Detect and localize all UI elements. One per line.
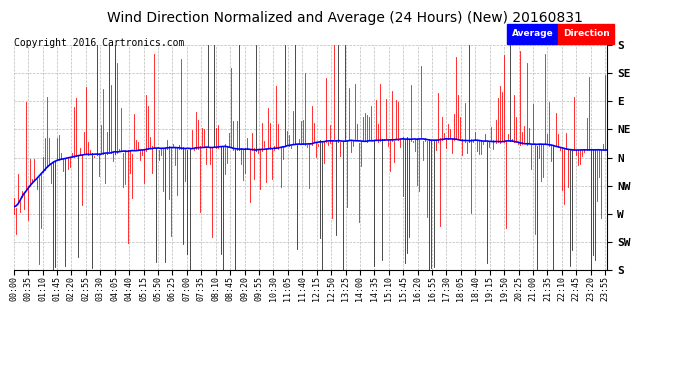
Text: Average: Average: [512, 30, 553, 39]
Text: Wind Direction Normalized and Average (24 Hours) (New) 20160831: Wind Direction Normalized and Average (2…: [107, 11, 583, 25]
Text: Direction: Direction: [563, 30, 610, 39]
Bar: [558, 24, 614, 44]
Bar: [507, 24, 558, 44]
Text: Copyright 2016 Cartronics.com: Copyright 2016 Cartronics.com: [14, 38, 184, 48]
